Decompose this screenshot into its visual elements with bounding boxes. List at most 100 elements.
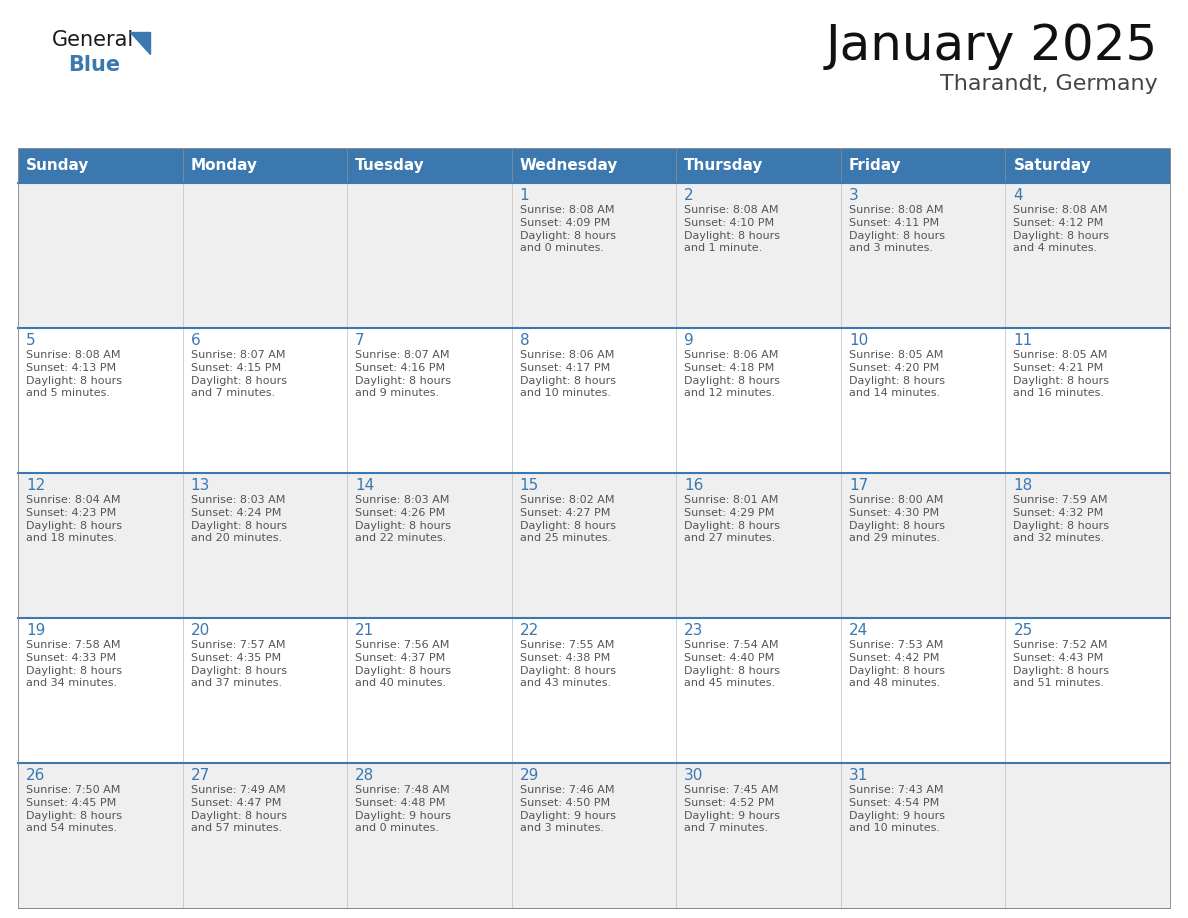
Text: Sunrise: 8:06 AM
Sunset: 4:17 PM
Daylight: 8 hours
and 10 minutes.: Sunrise: 8:06 AM Sunset: 4:17 PM Dayligh… (519, 350, 615, 398)
Bar (676, 328, 841, 473)
Bar (18, 328, 183, 473)
Text: 17: 17 (849, 478, 868, 493)
Text: 15: 15 (519, 478, 539, 493)
Text: 29: 29 (519, 768, 539, 783)
Text: Sunrise: 7:57 AM
Sunset: 4:35 PM
Daylight: 8 hours
and 37 minutes.: Sunrise: 7:57 AM Sunset: 4:35 PM Dayligh… (190, 640, 286, 688)
Bar (841, 618, 1005, 763)
Text: 27: 27 (190, 768, 210, 783)
Text: Sunrise: 8:05 AM
Sunset: 4:20 PM
Daylight: 8 hours
and 14 minutes.: Sunrise: 8:05 AM Sunset: 4:20 PM Dayligh… (849, 350, 944, 398)
Text: Sunrise: 7:45 AM
Sunset: 4:52 PM
Daylight: 9 hours
and 7 minutes.: Sunrise: 7:45 AM Sunset: 4:52 PM Dayligh… (684, 785, 781, 834)
Text: Sunrise: 8:00 AM
Sunset: 4:30 PM
Daylight: 8 hours
and 29 minutes.: Sunrise: 8:00 AM Sunset: 4:30 PM Dayligh… (849, 495, 944, 543)
Text: Sunrise: 8:08 AM
Sunset: 4:13 PM
Daylight: 8 hours
and 5 minutes.: Sunrise: 8:08 AM Sunset: 4:13 PM Dayligh… (26, 350, 122, 398)
Bar (347, 618, 512, 763)
Bar (18, 618, 183, 763)
Text: Tharandt, Germany: Tharandt, Germany (940, 74, 1158, 94)
Text: 25: 25 (1013, 623, 1032, 638)
Text: 28: 28 (355, 768, 374, 783)
Polygon shape (129, 32, 150, 54)
Text: 12: 12 (26, 478, 45, 493)
Text: 5: 5 (26, 333, 36, 348)
Bar (18, 473, 183, 618)
Text: Sunrise: 7:48 AM
Sunset: 4:48 PM
Daylight: 9 hours
and 0 minutes.: Sunrise: 7:48 AM Sunset: 4:48 PM Dayligh… (355, 785, 451, 834)
Text: Sunrise: 8:07 AM
Sunset: 4:16 PM
Daylight: 8 hours
and 9 minutes.: Sunrise: 8:07 AM Sunset: 4:16 PM Dayligh… (355, 350, 451, 398)
Text: Sunrise: 7:53 AM
Sunset: 4:42 PM
Daylight: 8 hours
and 48 minutes.: Sunrise: 7:53 AM Sunset: 4:42 PM Dayligh… (849, 640, 944, 688)
Text: Sunrise: 7:56 AM
Sunset: 4:37 PM
Daylight: 8 hours
and 40 minutes.: Sunrise: 7:56 AM Sunset: 4:37 PM Dayligh… (355, 640, 451, 688)
Bar (1005, 473, 1170, 618)
Bar (183, 328, 347, 473)
Bar (512, 183, 676, 328)
Bar (1005, 148, 1170, 183)
Bar (347, 473, 512, 618)
Bar (347, 183, 512, 328)
Bar (1005, 618, 1170, 763)
Text: Sunrise: 7:58 AM
Sunset: 4:33 PM
Daylight: 8 hours
and 34 minutes.: Sunrise: 7:58 AM Sunset: 4:33 PM Dayligh… (26, 640, 122, 688)
Bar (1005, 183, 1170, 328)
Bar (512, 473, 676, 618)
Text: Sunrise: 8:02 AM
Sunset: 4:27 PM
Daylight: 8 hours
and 25 minutes.: Sunrise: 8:02 AM Sunset: 4:27 PM Dayligh… (519, 495, 615, 543)
Text: Sunrise: 7:49 AM
Sunset: 4:47 PM
Daylight: 8 hours
and 57 minutes.: Sunrise: 7:49 AM Sunset: 4:47 PM Dayligh… (190, 785, 286, 834)
Bar (676, 473, 841, 618)
Bar (676, 183, 841, 328)
Text: Tuesday: Tuesday (355, 158, 425, 173)
Text: Saturday: Saturday (1013, 158, 1092, 173)
Text: 7: 7 (355, 333, 365, 348)
Text: Sunrise: 8:01 AM
Sunset: 4:29 PM
Daylight: 8 hours
and 27 minutes.: Sunrise: 8:01 AM Sunset: 4:29 PM Dayligh… (684, 495, 781, 543)
Text: Sunday: Sunday (26, 158, 89, 173)
Bar (841, 328, 1005, 473)
Text: Sunrise: 7:43 AM
Sunset: 4:54 PM
Daylight: 9 hours
and 10 minutes.: Sunrise: 7:43 AM Sunset: 4:54 PM Dayligh… (849, 785, 944, 834)
Text: 23: 23 (684, 623, 703, 638)
Bar (347, 328, 512, 473)
Text: Sunrise: 8:08 AM
Sunset: 4:11 PM
Daylight: 8 hours
and 3 minutes.: Sunrise: 8:08 AM Sunset: 4:11 PM Dayligh… (849, 205, 944, 253)
Text: 1: 1 (519, 188, 530, 203)
Text: 16: 16 (684, 478, 703, 493)
Text: Sunrise: 7:59 AM
Sunset: 4:32 PM
Daylight: 8 hours
and 32 minutes.: Sunrise: 7:59 AM Sunset: 4:32 PM Dayligh… (1013, 495, 1110, 543)
Text: 26: 26 (26, 768, 45, 783)
Text: Sunrise: 7:46 AM
Sunset: 4:50 PM
Daylight: 9 hours
and 3 minutes.: Sunrise: 7:46 AM Sunset: 4:50 PM Dayligh… (519, 785, 615, 834)
Text: 22: 22 (519, 623, 539, 638)
Bar (183, 618, 347, 763)
Bar (841, 183, 1005, 328)
Text: Sunrise: 8:08 AM
Sunset: 4:10 PM
Daylight: 8 hours
and 1 minute.: Sunrise: 8:08 AM Sunset: 4:10 PM Dayligh… (684, 205, 781, 253)
Bar (512, 328, 676, 473)
Bar (18, 183, 183, 328)
Text: 30: 30 (684, 768, 703, 783)
Text: 11: 11 (1013, 333, 1032, 348)
Text: Thursday: Thursday (684, 158, 764, 173)
Bar (347, 148, 512, 183)
Bar (676, 618, 841, 763)
Text: 20: 20 (190, 623, 210, 638)
Text: 21: 21 (355, 623, 374, 638)
Text: 19: 19 (26, 623, 45, 638)
Text: Sunrise: 8:03 AM
Sunset: 4:24 PM
Daylight: 8 hours
and 20 minutes.: Sunrise: 8:03 AM Sunset: 4:24 PM Dayligh… (190, 495, 286, 543)
Bar (512, 618, 676, 763)
Text: Sunrise: 8:08 AM
Sunset: 4:12 PM
Daylight: 8 hours
and 4 minutes.: Sunrise: 8:08 AM Sunset: 4:12 PM Dayligh… (1013, 205, 1110, 253)
Bar (676, 763, 841, 908)
Text: Sunrise: 7:55 AM
Sunset: 4:38 PM
Daylight: 8 hours
and 43 minutes.: Sunrise: 7:55 AM Sunset: 4:38 PM Dayligh… (519, 640, 615, 688)
Bar (183, 148, 347, 183)
Bar (512, 763, 676, 908)
Text: 14: 14 (355, 478, 374, 493)
Bar (1005, 763, 1170, 908)
Bar (841, 473, 1005, 618)
Text: 8: 8 (519, 333, 530, 348)
Text: Monday: Monday (190, 158, 258, 173)
Text: 4: 4 (1013, 188, 1023, 203)
Text: Sunrise: 7:54 AM
Sunset: 4:40 PM
Daylight: 8 hours
and 45 minutes.: Sunrise: 7:54 AM Sunset: 4:40 PM Dayligh… (684, 640, 781, 688)
Bar (841, 763, 1005, 908)
Text: Sunrise: 8:04 AM
Sunset: 4:23 PM
Daylight: 8 hours
and 18 minutes.: Sunrise: 8:04 AM Sunset: 4:23 PM Dayligh… (26, 495, 122, 543)
Text: 2: 2 (684, 188, 694, 203)
Bar (512, 148, 676, 183)
Text: 3: 3 (849, 188, 859, 203)
Text: Sunrise: 7:52 AM
Sunset: 4:43 PM
Daylight: 8 hours
and 51 minutes.: Sunrise: 7:52 AM Sunset: 4:43 PM Dayligh… (1013, 640, 1110, 688)
Text: 18: 18 (1013, 478, 1032, 493)
Bar (183, 763, 347, 908)
Text: Wednesday: Wednesday (519, 158, 618, 173)
Text: Sunrise: 8:07 AM
Sunset: 4:15 PM
Daylight: 8 hours
and 7 minutes.: Sunrise: 8:07 AM Sunset: 4:15 PM Dayligh… (190, 350, 286, 398)
Text: Blue: Blue (68, 55, 120, 75)
Bar (347, 763, 512, 908)
Text: Sunrise: 8:03 AM
Sunset: 4:26 PM
Daylight: 8 hours
and 22 minutes.: Sunrise: 8:03 AM Sunset: 4:26 PM Dayligh… (355, 495, 451, 543)
Bar (676, 148, 841, 183)
Text: Sunrise: 7:50 AM
Sunset: 4:45 PM
Daylight: 8 hours
and 54 minutes.: Sunrise: 7:50 AM Sunset: 4:45 PM Dayligh… (26, 785, 122, 834)
Text: 24: 24 (849, 623, 868, 638)
Bar (183, 183, 347, 328)
